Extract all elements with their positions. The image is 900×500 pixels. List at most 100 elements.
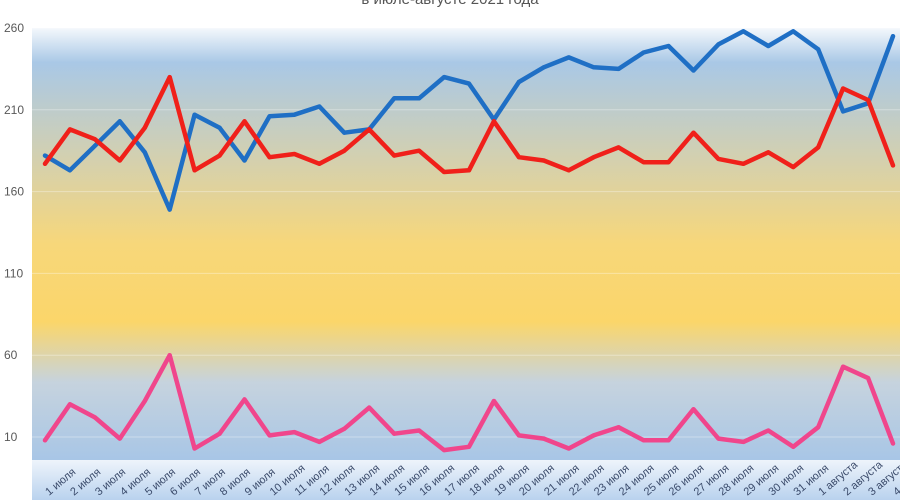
- data-point-pink: [417, 428, 422, 433]
- data-point-pink: [392, 431, 397, 436]
- data-point-pink: [841, 364, 846, 369]
- data-point-red: [367, 127, 372, 132]
- data-point-pink: [591, 433, 596, 438]
- data-point-pink: [541, 436, 546, 441]
- data-point-pink: [342, 426, 347, 431]
- data-point-blue: [716, 42, 721, 47]
- data-point-blue: [616, 66, 621, 71]
- data-point-red: [317, 161, 322, 166]
- data-point-red: [142, 125, 147, 130]
- data-point-pink: [566, 446, 571, 451]
- data-point-red: [891, 163, 895, 168]
- x-axis-band: [32, 460, 900, 500]
- data-point-red: [766, 150, 771, 155]
- data-point-pink: [192, 446, 197, 451]
- data-point-pink: [292, 430, 297, 435]
- data-point-red: [467, 168, 471, 173]
- data-point-red: [591, 155, 596, 160]
- data-point-pink: [467, 444, 471, 449]
- data-point-pink: [741, 439, 746, 444]
- data-point-red: [92, 137, 97, 142]
- y-tick-label: 10: [4, 430, 18, 444]
- data-point-red: [43, 161, 47, 166]
- data-point-pink: [442, 448, 447, 453]
- data-point-blue: [43, 153, 47, 158]
- data-point-red: [666, 160, 671, 165]
- data-point-pink: [367, 405, 372, 410]
- data-point-blue: [92, 143, 97, 148]
- data-point-blue: [891, 34, 895, 39]
- data-point-pink: [167, 353, 172, 358]
- data-point-red: [816, 145, 821, 150]
- data-point-red: [342, 148, 347, 153]
- data-point-pink: [891, 441, 895, 446]
- data-point-blue: [467, 81, 471, 86]
- data-point-pink: [716, 436, 721, 441]
- data-point-blue: [217, 125, 222, 130]
- data-point-pink: [516, 433, 521, 438]
- data-point-red: [267, 155, 272, 160]
- data-point-pink: [317, 439, 322, 444]
- data-point-blue: [67, 168, 72, 173]
- data-point-pink: [267, 433, 272, 438]
- data-point-red: [741, 161, 746, 166]
- y-tick-label: 210: [4, 103, 24, 117]
- data-point-blue: [841, 109, 846, 114]
- data-point-red: [541, 158, 546, 163]
- data-point-pink: [766, 428, 771, 433]
- data-point-blue: [641, 50, 646, 55]
- data-point-red: [192, 168, 197, 173]
- data-point-pink: [43, 438, 47, 443]
- data-point-blue: [342, 130, 347, 135]
- data-point-blue: [117, 119, 122, 124]
- data-point-red: [516, 155, 521, 160]
- data-point-red: [117, 158, 122, 163]
- data-point-blue: [566, 55, 571, 60]
- data-point-pink: [242, 397, 247, 402]
- data-point-blue: [417, 96, 422, 101]
- y-tick-label: 260: [4, 21, 24, 35]
- data-point-blue: [242, 158, 247, 163]
- data-point-pink: [816, 425, 821, 430]
- data-point-pink: [117, 436, 122, 441]
- y-tick-label: 110: [4, 266, 23, 280]
- data-point-pink: [641, 438, 646, 443]
- y-tick-label: 60: [4, 348, 18, 362]
- data-point-red: [616, 145, 621, 150]
- data-point-pink: [67, 402, 72, 407]
- data-point-pink: [791, 444, 796, 449]
- data-point-red: [417, 148, 422, 153]
- data-point-red: [641, 160, 646, 165]
- data-point-blue: [766, 43, 771, 48]
- data-point-red: [167, 75, 172, 80]
- data-point-blue: [167, 207, 172, 212]
- data-point-blue: [392, 96, 397, 101]
- data-point-red: [491, 119, 496, 124]
- data-point-red: [691, 130, 696, 135]
- data-point-red: [791, 165, 796, 170]
- data-point-blue: [317, 104, 322, 109]
- data-point-pink: [217, 431, 222, 436]
- data-point-red: [292, 151, 297, 156]
- data-point-blue: [541, 65, 546, 70]
- data-point-blue: [741, 29, 746, 34]
- data-point-red: [392, 153, 397, 158]
- data-point-red: [217, 153, 222, 158]
- data-point-blue: [292, 112, 297, 117]
- data-point-blue: [442, 75, 447, 80]
- data-point-blue: [267, 114, 272, 119]
- data-point-pink: [616, 425, 621, 430]
- data-point-blue: [516, 79, 521, 84]
- data-point-pink: [142, 399, 147, 404]
- data-point-pink: [691, 407, 696, 412]
- data-point-red: [866, 97, 871, 102]
- data-point-blue: [142, 150, 147, 155]
- data-point-red: [566, 168, 571, 173]
- data-point-pink: [491, 399, 496, 404]
- data-point-red: [841, 86, 846, 91]
- chart-title: в июле-августе 2021 года: [0, 0, 900, 8]
- data-point-blue: [192, 112, 197, 117]
- data-point-blue: [691, 68, 696, 73]
- data-point-blue: [816, 47, 821, 52]
- data-point-red: [442, 169, 447, 174]
